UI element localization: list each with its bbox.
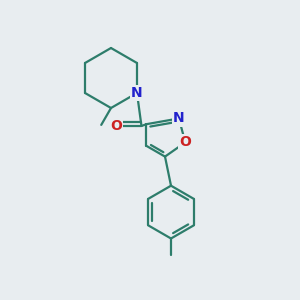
Text: O: O (110, 119, 122, 133)
Text: N: N (173, 112, 185, 125)
Text: O: O (179, 135, 191, 149)
Text: N: N (131, 86, 143, 100)
